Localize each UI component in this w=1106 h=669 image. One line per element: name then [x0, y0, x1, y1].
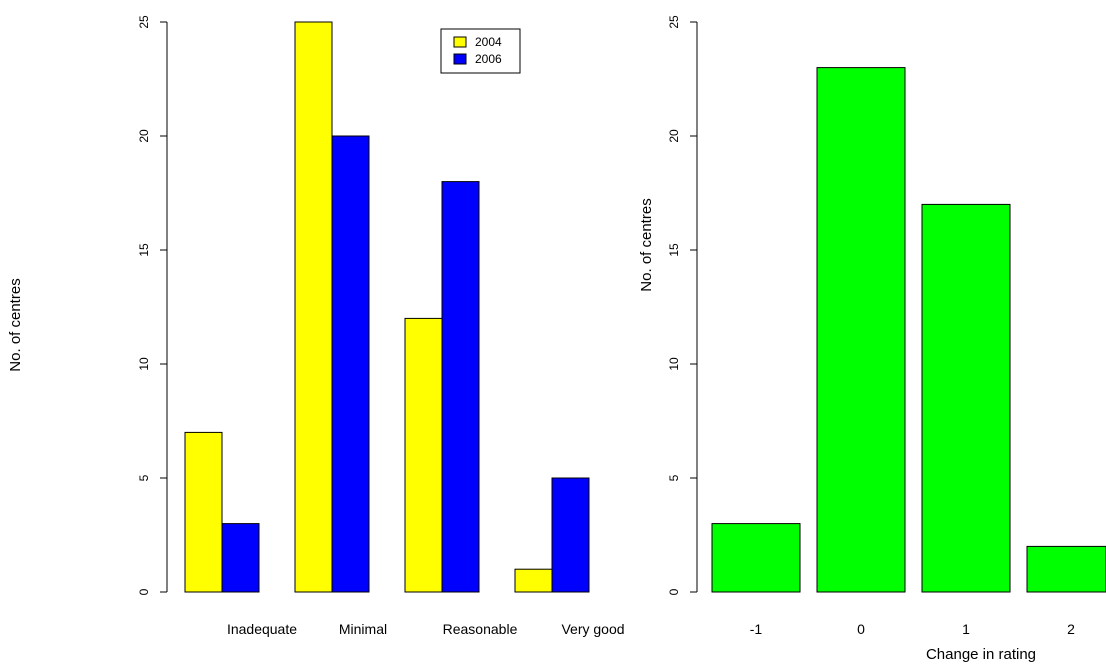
right-x-axis-label: Change in rating	[926, 646, 1036, 663]
y-tick-label: 15	[667, 243, 681, 257]
left-bars	[184, 21, 590, 593]
legend-label-2006: 2006	[475, 52, 502, 66]
bar-2004-minimal	[294, 21, 333, 593]
y-tick-label: 15	[137, 243, 151, 257]
y-tick-label: 5	[137, 474, 151, 481]
y-tick-label: 10	[667, 357, 681, 371]
y-tick-label: 0	[137, 588, 151, 595]
bar-2004-reasonable	[404, 317, 443, 593]
bar-change-2	[1026, 545, 1106, 593]
x-tick-label: 1	[962, 621, 970, 637]
bar-2004-very-good	[514, 568, 553, 593]
right-x-tick-labels: -1 0 1 2	[750, 621, 1075, 637]
bar-change-0	[816, 67, 906, 593]
bar-2004-inadequate	[184, 431, 223, 593]
left-x-tick-labels: Inadequate Minimal Reasonable Very good	[227, 621, 625, 637]
x-tick-label: 2	[1067, 621, 1075, 637]
x-tick-label: Inadequate	[227, 621, 297, 637]
left-legend: 2004 2006	[440, 28, 521, 74]
bar-2006-minimal	[331, 135, 370, 593]
right-bar-chart: 0 5 10 15 20 25 No. of centres -1 0 1 2 Change i…	[638, 15, 1106, 663]
left-y-axis-label: No. of centres	[7, 278, 24, 371]
left-bar-chart: 0 5 10 15 20 25 No. of centres Inadequate Mini…	[7, 15, 625, 637]
y-tick-label: 20	[667, 129, 681, 143]
bar-2006-reasonable	[441, 181, 480, 593]
y-tick-label: 5	[667, 474, 681, 481]
right-bars	[711, 67, 1106, 593]
right-y-axis-label: No. of centres	[638, 198, 655, 291]
legend-swatch-2004	[453, 36, 467, 48]
y-tick-label: 0	[667, 588, 681, 595]
y-tick-label: 25	[667, 15, 681, 29]
left-y-ticks: 0 5 10 15 20 25	[137, 15, 167, 595]
x-tick-label: -1	[750, 621, 763, 637]
legend-swatch-2006	[453, 53, 467, 65]
legend-box	[440, 28, 521, 74]
bar-change-1	[921, 203, 1011, 593]
bar-2006-very-good	[551, 477, 590, 593]
y-tick-label: 20	[137, 129, 151, 143]
x-tick-label: Reasonable	[443, 621, 518, 637]
x-tick-label: 0	[857, 621, 865, 637]
right-y-ticks: 0 5 10 15 20 25	[667, 15, 697, 595]
bar-2006-inadequate	[221, 523, 260, 593]
x-tick-label: Very good	[561, 621, 624, 637]
y-tick-label: 10	[137, 357, 151, 371]
y-tick-label: 25	[137, 15, 151, 29]
legend-label-2004: 2004	[475, 35, 502, 49]
bar-change--1	[711, 523, 801, 593]
x-tick-label: Minimal	[339, 621, 387, 637]
